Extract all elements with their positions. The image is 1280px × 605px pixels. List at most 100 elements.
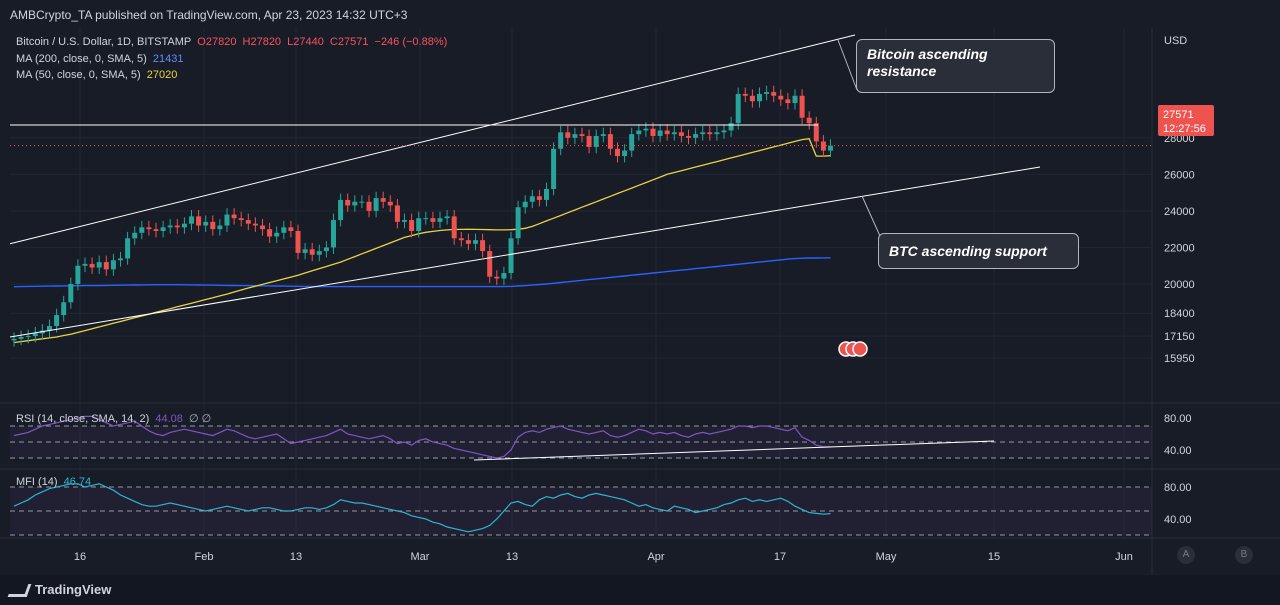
time-tick-label: 17 bbox=[774, 551, 786, 563]
us-flag-event-icon bbox=[852, 341, 868, 357]
scale-auto-button[interactable]: A bbox=[1177, 546, 1195, 564]
candle-body bbox=[210, 221, 216, 230]
candle-body bbox=[25, 336, 31, 338]
price-chart[interactable]: 1595017150184002000022000240002600028000… bbox=[0, 28, 1280, 575]
candle-body bbox=[359, 201, 365, 203]
time-tick-label: 16 bbox=[74, 551, 86, 563]
candle-body bbox=[139, 227, 145, 233]
candle-body bbox=[579, 134, 585, 136]
currency-label: USD bbox=[1164, 35, 1187, 47]
legend-ma200-row: MA (200, close, 0, SMA, 5) 21431 bbox=[16, 53, 187, 65]
time-tick-label: 15 bbox=[988, 551, 1000, 563]
candle-body bbox=[501, 273, 507, 279]
candle-body bbox=[118, 258, 123, 261]
candle-body bbox=[75, 265, 81, 284]
candle-body bbox=[671, 132, 677, 135]
candle-body bbox=[636, 130, 642, 135]
candle-body bbox=[394, 205, 400, 222]
candle-body bbox=[764, 92, 770, 94]
price-tick-label: 18400 bbox=[1164, 308, 1195, 320]
candle-body bbox=[551, 148, 557, 189]
support-callout-text: BTC ascending support bbox=[889, 243, 1047, 259]
candle-body bbox=[323, 247, 329, 252]
scale-b-button[interactable]: B bbox=[1235, 546, 1253, 564]
current-price-value: 27571 bbox=[1163, 109, 1194, 121]
candle-body bbox=[813, 123, 819, 142]
candle-body bbox=[132, 232, 138, 239]
candle-body bbox=[714, 132, 720, 135]
candle-body bbox=[380, 198, 386, 202]
candle-body bbox=[281, 227, 287, 233]
candle-body bbox=[686, 135, 691, 138]
candle-body bbox=[345, 199, 351, 206]
candle-body bbox=[89, 263, 95, 268]
price-tick-label: 17150 bbox=[1164, 331, 1195, 343]
candle-body bbox=[61, 302, 67, 316]
price-tick-label: 26000 bbox=[1164, 169, 1195, 181]
candle-body bbox=[125, 238, 131, 259]
candle-body bbox=[643, 128, 649, 131]
time-tick-label: Feb bbox=[195, 551, 214, 563]
price-tick-label: 24000 bbox=[1164, 206, 1195, 218]
candle-body bbox=[331, 220, 336, 248]
candle-body bbox=[657, 130, 663, 136]
candle-body bbox=[373, 198, 379, 211]
candle-body bbox=[352, 201, 358, 206]
candle-body bbox=[678, 132, 684, 136]
candle-body bbox=[515, 207, 521, 239]
candle-body bbox=[402, 220, 407, 222]
candle-body bbox=[593, 135, 599, 147]
candle-body bbox=[288, 227, 294, 231]
candle-body bbox=[650, 128, 656, 136]
candle-body bbox=[806, 117, 812, 124]
candle-body bbox=[274, 232, 280, 237]
candle-body bbox=[700, 132, 706, 135]
candle-body bbox=[622, 150, 628, 157]
candle-body bbox=[217, 225, 223, 230]
legend-low: L27440 bbox=[287, 36, 324, 48]
rsi-line bbox=[13, 415, 831, 459]
legend-change: −246 (−0.88%) bbox=[374, 36, 448, 48]
legend-mfi-label: MFI (14) bbox=[16, 476, 58, 488]
candle-body bbox=[366, 201, 372, 211]
candle-body bbox=[792, 95, 798, 104]
candle-body bbox=[785, 99, 791, 104]
candle-body bbox=[473, 240, 478, 244]
candle-body bbox=[309, 249, 315, 255]
candle-body bbox=[664, 130, 670, 135]
legend-rsi-row: RSI (14, close, SMA, 14, 2) 44.08 ∅ ∅ bbox=[16, 412, 214, 425]
candle-body bbox=[735, 93, 741, 124]
candle-body bbox=[586, 135, 592, 147]
candle-body bbox=[607, 134, 613, 149]
time-tick-label: May bbox=[876, 551, 897, 563]
support-callout-pointer bbox=[861, 195, 881, 237]
tradingview-logo-icon bbox=[7, 584, 32, 598]
candle-body bbox=[749, 95, 755, 102]
mfi-line bbox=[13, 483, 831, 533]
candle-body bbox=[707, 132, 713, 135]
candle-body bbox=[494, 276, 500, 279]
candle-body bbox=[572, 134, 578, 138]
legend-rsi-label: RSI (14, close, SMA, 14, 2) bbox=[16, 413, 150, 425]
time-tick-label: 13 bbox=[290, 551, 302, 563]
candle-body bbox=[54, 315, 60, 327]
candle-body bbox=[693, 134, 699, 138]
candle-body bbox=[189, 216, 194, 224]
candle-body bbox=[146, 227, 152, 230]
candle-body bbox=[437, 218, 443, 222]
candle-body bbox=[508, 238, 514, 274]
mfi-tick-label: 40.00 bbox=[1164, 514, 1192, 526]
candle-body bbox=[103, 262, 109, 270]
candle-body bbox=[196, 216, 202, 226]
time-tick-label: Jun bbox=[1115, 551, 1133, 563]
published-line: AMBCrypto_TA published on TradingView.co… bbox=[10, 8, 408, 22]
resistance-callout[interactable]: Bitcoin ascending resistance bbox=[856, 39, 1055, 93]
legend-ma200-label: MA (200, close, 0, SMA, 5) bbox=[16, 53, 147, 65]
candle-body bbox=[252, 223, 258, 226]
candle-body bbox=[338, 199, 344, 221]
support-callout[interactable]: BTC ascending support bbox=[878, 233, 1079, 269]
candle-body bbox=[302, 249, 308, 253]
candle-body bbox=[728, 123, 734, 131]
candle-body bbox=[267, 229, 273, 237]
legend-mfi-value: 46.74 bbox=[63, 476, 92, 488]
